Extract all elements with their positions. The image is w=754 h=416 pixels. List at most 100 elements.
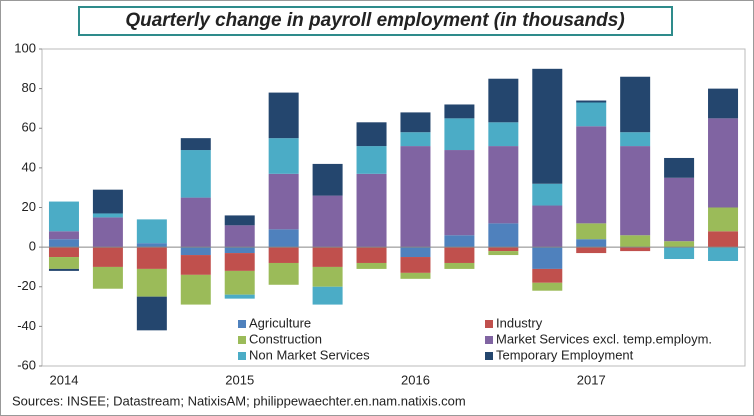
bar-segment bbox=[136, 219, 167, 244]
bar-segment bbox=[576, 239, 607, 248]
bar-segment bbox=[576, 100, 607, 103]
bar-segment bbox=[92, 213, 123, 218]
bar-segment bbox=[620, 247, 651, 252]
legend-label: Agriculture bbox=[249, 315, 311, 330]
bar-segment bbox=[400, 272, 431, 279]
bar-segment bbox=[268, 138, 299, 174]
bar-segment bbox=[180, 274, 211, 305]
bar-segment bbox=[312, 163, 343, 196]
bar-segment bbox=[180, 197, 211, 248]
bar-segment bbox=[444, 104, 475, 119]
bar-segment bbox=[400, 257, 431, 273]
bar-segment bbox=[664, 177, 695, 242]
bar-segment bbox=[620, 76, 651, 133]
bar-segment bbox=[400, 112, 431, 133]
bar-segment bbox=[708, 247, 739, 261]
legend-label: Temporary Employment bbox=[496, 347, 634, 362]
bar-segment bbox=[576, 126, 607, 224]
bar-segment bbox=[312, 286, 343, 305]
bar-segment bbox=[312, 266, 343, 287]
y-tick-label: 60 bbox=[22, 120, 36, 135]
bar-segment bbox=[444, 247, 475, 263]
bar-segment bbox=[312, 247, 343, 267]
bar-segment bbox=[532, 183, 563, 206]
bar-segment bbox=[356, 146, 387, 174]
bar-segment bbox=[488, 122, 519, 147]
bar-segment bbox=[180, 138, 211, 151]
bar-segment bbox=[224, 270, 255, 295]
bar-segment bbox=[444, 150, 475, 236]
bar-segment bbox=[312, 195, 343, 248]
bar-segment bbox=[708, 231, 739, 248]
y-tick-label: 0 bbox=[29, 239, 36, 254]
bar-segment bbox=[708, 207, 739, 232]
y-tick-label: 80 bbox=[22, 80, 36, 95]
bar-segment bbox=[576, 102, 607, 127]
legend-swatch bbox=[238, 336, 246, 344]
bar-segment bbox=[48, 257, 79, 269]
bar-segment bbox=[180, 150, 211, 198]
x-tick-label: 2015 bbox=[225, 372, 254, 387]
y-tick-label: 100 bbox=[14, 40, 36, 55]
bar-segment bbox=[444, 118, 475, 151]
bar-segment bbox=[400, 146, 431, 248]
bar-segment bbox=[664, 157, 695, 178]
bar-segment bbox=[532, 247, 563, 269]
legend-label: Non Market Services bbox=[249, 347, 370, 362]
bar-segment bbox=[576, 247, 607, 254]
bar-segment bbox=[488, 78, 519, 123]
bar-segment bbox=[664, 247, 695, 260]
bar-segment bbox=[708, 88, 739, 119]
legend-swatch bbox=[238, 352, 246, 360]
bar-segment bbox=[136, 296, 167, 331]
bar-segment bbox=[224, 215, 255, 226]
bar-segment bbox=[224, 253, 255, 271]
bar-segment bbox=[136, 268, 167, 297]
bar-segment bbox=[48, 268, 79, 271]
bar-segment bbox=[620, 146, 651, 236]
bar-segment bbox=[136, 247, 167, 269]
bar-segment bbox=[488, 251, 519, 256]
bar-segment bbox=[48, 231, 79, 240]
y-tick-label: 40 bbox=[22, 159, 36, 174]
bar-segment bbox=[136, 243, 167, 248]
legend-swatch bbox=[485, 352, 493, 360]
y-tick-label: 20 bbox=[22, 199, 36, 214]
legend-swatch bbox=[485, 336, 493, 344]
chart-title: Quarterly change in payroll employment (… bbox=[125, 10, 624, 31]
bar-segment bbox=[576, 223, 607, 240]
source: Sources: INSEE; Datastream; NatixisAM; p… bbox=[12, 393, 466, 408]
legend-label: Industry bbox=[496, 315, 543, 330]
bar-segment bbox=[48, 247, 79, 258]
legend-label: Market Services excl. temp.employm. bbox=[496, 331, 712, 346]
bar-segment bbox=[224, 225, 255, 248]
bar-segment bbox=[268, 262, 299, 285]
legend-swatch bbox=[238, 320, 246, 328]
bar-segment bbox=[488, 223, 519, 248]
bar-segment bbox=[620, 235, 651, 248]
bar-segment bbox=[48, 239, 79, 248]
y-tick-label: -40 bbox=[17, 318, 36, 333]
bar-segment bbox=[268, 92, 299, 139]
x-tick-label: 2017 bbox=[577, 372, 606, 387]
bar-segment bbox=[224, 294, 255, 299]
bar-segment bbox=[48, 201, 79, 232]
bar-segment bbox=[488, 247, 519, 252]
x-tick-label: 2014 bbox=[50, 372, 79, 387]
bar-segment bbox=[444, 235, 475, 248]
bar-segment bbox=[92, 217, 123, 248]
bar-segment bbox=[92, 247, 123, 267]
bar-segment bbox=[92, 266, 123, 289]
bar-segment bbox=[532, 68, 563, 184]
bar-segment bbox=[488, 146, 519, 224]
bar-segment bbox=[356, 122, 387, 147]
title-box bbox=[78, 6, 673, 36]
legend-swatch bbox=[485, 320, 493, 328]
bar-segment bbox=[620, 132, 651, 147]
bar-segment bbox=[224, 247, 255, 254]
bar-segment bbox=[400, 132, 431, 147]
bar-segment bbox=[92, 189, 123, 214]
bar-segment bbox=[664, 241, 695, 248]
bar-segment bbox=[356, 173, 387, 248]
